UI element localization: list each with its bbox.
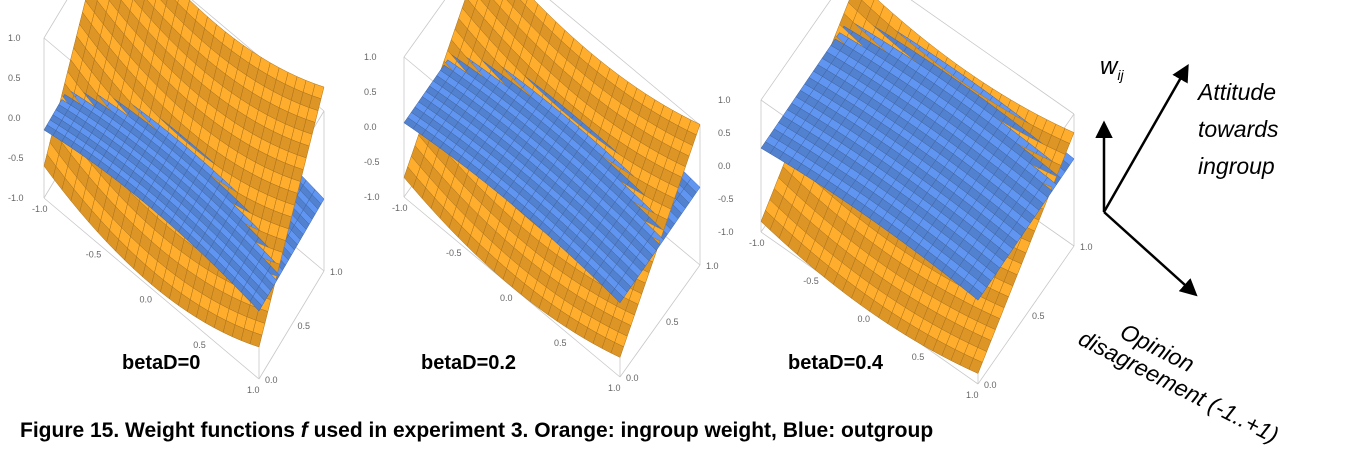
x-tick-label: 1.0 — [608, 383, 621, 393]
surface-plot-betaD-0.4: 1.0 0.5 0.0 -0.5 -1.0 -1.0 -0.5 0.0 0.5 1.0 0.0 0.5… — [718, 0, 1093, 400]
z-tick-label: 0.0 — [364, 122, 377, 132]
surface-plot-betaD-0: 1.0 0.5 0.0 -0.5 -1.0 -1.0 -0.5 0.0 0.5 1.0 0.0 0.5… — [8, 0, 343, 395]
x-tick-label: 0.5 — [554, 338, 567, 348]
plot-box-edge — [43, 197, 260, 380]
w-axis-label: wij — [1100, 53, 1124, 83]
y-tick-label: 0.5 — [1032, 311, 1045, 321]
z-tick-label: 0.0 — [718, 161, 731, 171]
z-tick-label: -0.5 — [8, 153, 24, 163]
plot-box-edge — [43, 0, 68, 39]
z-tick-label: 0.0 — [8, 113, 21, 123]
x-tick-label: -1.0 — [749, 238, 765, 248]
x-tick-label: 1.0 — [247, 385, 260, 395]
y-tick-label: 1.0 — [1080, 242, 1093, 252]
opinion-axis-arrow — [1103, 211, 1198, 297]
x-tick-label: -0.5 — [86, 249, 102, 259]
y-tick-label: 0.5 — [666, 317, 679, 327]
outgroup-surface-cell — [249, 296, 263, 312]
y-tick-label: 0.0 — [626, 373, 639, 383]
x-tick-label: 0.5 — [912, 352, 925, 362]
y-tick-label: 1.0 — [706, 261, 719, 271]
x-tick-label: -1.0 — [32, 204, 48, 214]
ingroup-surface-cell — [249, 331, 263, 348]
x-tick-label: 1.0 — [966, 390, 979, 400]
x-tick-label: 0.5 — [193, 340, 206, 350]
attitude-axis-arrow — [1102, 63, 1189, 213]
z-tick-label: -1.0 — [718, 227, 734, 237]
z-tick-label: 1.0 — [718, 95, 731, 105]
panel-title-2: betaD=0.2 — [421, 352, 517, 374]
figure-caption: Figure 15. Weight functions f used in ex… — [20, 419, 934, 442]
x-tick-label: 0.0 — [140, 295, 153, 305]
z-tick-label: 1.0 — [364, 52, 377, 62]
y-tick-label: 0.5 — [298, 321, 311, 331]
plot-box-edge — [258, 270, 325, 380]
z-tick-label: -1.0 — [8, 193, 24, 203]
panel-title-3: betaD=0.4 — [788, 352, 884, 374]
plot-box-edge — [403, 0, 446, 58]
x-tick-label: -0.5 — [446, 248, 462, 258]
plot-box-edge — [619, 264, 701, 378]
z-tick-label: -0.5 — [718, 194, 734, 204]
z-tick-label: 1.0 — [8, 33, 21, 43]
z-tick-label: -0.5 — [364, 157, 380, 167]
panel-title-1: betaD=0 — [122, 352, 201, 374]
x-tick-label: -0.5 — [803, 276, 819, 286]
z-tick-label: 0.5 — [718, 128, 731, 138]
z-tick-label: -1.0 — [364, 192, 380, 202]
y-tick-label: 0.0 — [984, 380, 997, 390]
axes-diagram — [1095, 63, 1198, 297]
y-tick-label: 0.0 — [265, 375, 278, 385]
x-tick-label: 0.0 — [500, 293, 513, 303]
x-tick-label: -1.0 — [392, 203, 408, 213]
x-tick-label: 0.0 — [858, 314, 871, 324]
z-tick-label: 0.5 — [8, 73, 21, 83]
plot-box-edge — [549, 0, 701, 126]
y-tick-label: 1.0 — [330, 267, 343, 277]
surface-plot-betaD-0.2: 1.0 0.5 0.0 -0.5 -1.0 -1.0 -0.5 0.0 0.5 1.0 0.0 0.5… — [364, 0, 719, 393]
attitude-axis-label: Attitude towards ingroup — [1198, 79, 1279, 179]
z-tick-label: 0.5 — [364, 87, 377, 97]
